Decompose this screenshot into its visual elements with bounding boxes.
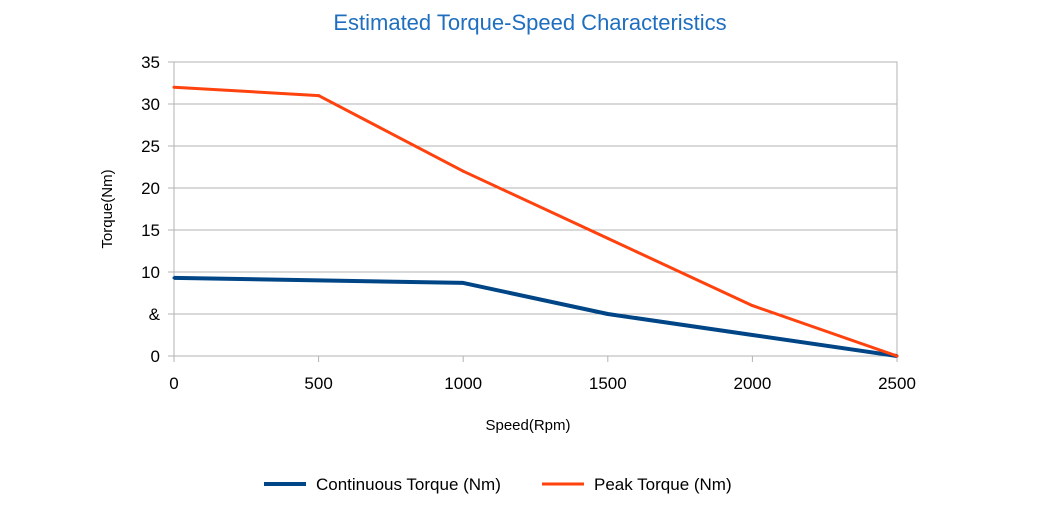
series-line-1 (173, 85, 898, 358)
series-1-point-5 (895, 354, 899, 358)
x-axis-label: Speed(Rpm) (485, 417, 570, 434)
series-0-point-3 (606, 312, 610, 316)
y-tick-label-1: & (149, 305, 161, 324)
x-tick-label-3: 1500 (589, 374, 627, 393)
series-1-point-0 (172, 85, 176, 89)
legend: Continuous Torque (Nm) Peak Torque (Nm) (264, 475, 732, 494)
series-0-point-4 (750, 333, 754, 337)
y-tick-label-0: 0 (151, 347, 160, 366)
y-tick-label-5: 25 (141, 137, 160, 156)
x-tick-label-5: 2500 (878, 374, 916, 393)
x-tick-label-1: 500 (304, 374, 332, 393)
series-0-point-2 (461, 281, 465, 285)
y-axis-label: Torque(Nm) (99, 169, 116, 248)
chart-title: Estimated Torque-Speed Characteristics (333, 10, 726, 35)
axis-ticks: 0 & 10 15 20 25 30 35 0 500 1000 1500 2000 2500 (141, 53, 916, 393)
series-1-point-4 (750, 304, 754, 308)
grid-lines (174, 61, 897, 357)
series-1-point-1 (317, 94, 321, 98)
legend-label-1: Peak Torque (Nm) (594, 475, 732, 494)
data-series (172, 85, 899, 358)
series-0-point-0 (172, 276, 176, 280)
x-tick-label-2: 1000 (444, 374, 482, 393)
x-tick-label-4: 2000 (733, 374, 771, 393)
y-tick-label-3: 15 (141, 221, 160, 240)
y-tick-label-7: 35 (141, 53, 160, 72)
plot-area-border (173, 61, 898, 357)
legend-label-0: Continuous Torque (Nm) (316, 475, 501, 494)
y-tick-label-4: 20 (141, 179, 160, 198)
series-1-point-2 (461, 169, 465, 173)
series-1-point-3 (606, 236, 610, 240)
series-line-0 (173, 275, 898, 358)
y-tick-label-2: 10 (141, 263, 160, 282)
y-tick-label-6: 30 (141, 95, 160, 114)
x-tick-label-0: 0 (169, 374, 178, 393)
series-0-point-1 (317, 278, 321, 282)
